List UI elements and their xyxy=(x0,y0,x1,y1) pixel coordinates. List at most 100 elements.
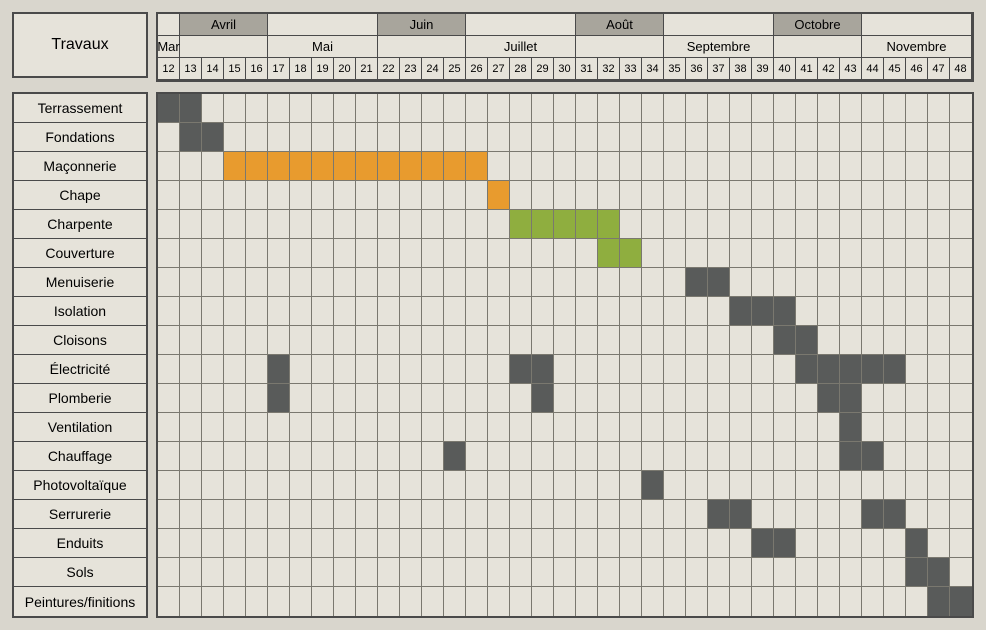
grid-cell xyxy=(708,181,730,210)
grid-cell xyxy=(444,442,466,471)
grid-cell xyxy=(422,442,444,471)
grid-cell xyxy=(334,500,356,529)
week-cell: 27 xyxy=(488,58,510,80)
grid-cell xyxy=(730,558,752,587)
grid-cell xyxy=(224,268,246,297)
grid-cell xyxy=(928,181,950,210)
grid-cell xyxy=(862,123,884,152)
grid-cell xyxy=(598,355,620,384)
grid-cell xyxy=(312,355,334,384)
grid-cell xyxy=(774,326,796,355)
grid-cell xyxy=(708,558,730,587)
grid-cell xyxy=(400,471,422,500)
grid-cell xyxy=(752,442,774,471)
grid-cell xyxy=(158,442,180,471)
grid-cell xyxy=(444,500,466,529)
grid-cell xyxy=(400,500,422,529)
grid-cell xyxy=(620,500,642,529)
grid-cell xyxy=(862,239,884,268)
grid-cell xyxy=(334,529,356,558)
grid-cell xyxy=(532,297,554,326)
grid-cell xyxy=(884,94,906,123)
month-cell xyxy=(378,36,466,58)
grid-cell xyxy=(312,181,334,210)
task-label: Serrurerie xyxy=(14,500,146,529)
grid-cell xyxy=(158,558,180,587)
grid-cell xyxy=(730,529,752,558)
grid-cell xyxy=(598,558,620,587)
grid-cell xyxy=(466,94,488,123)
grid-cell xyxy=(180,471,202,500)
grid-cell xyxy=(202,94,224,123)
grid-cell xyxy=(730,123,752,152)
grid-cell xyxy=(378,239,400,268)
grid-cell xyxy=(488,384,510,413)
grid-cell xyxy=(686,529,708,558)
grid-cell xyxy=(576,587,598,616)
grid-cell xyxy=(334,239,356,268)
grid-cell xyxy=(620,558,642,587)
grid-cell xyxy=(488,268,510,297)
grid-cell xyxy=(730,326,752,355)
grid-cell xyxy=(312,268,334,297)
grid-cell xyxy=(158,413,180,442)
grid-cell xyxy=(928,123,950,152)
grid-cell xyxy=(796,558,818,587)
grid-cell xyxy=(532,413,554,442)
grid-cell xyxy=(796,297,818,326)
week-cell: 30 xyxy=(554,58,576,80)
grid-cell xyxy=(554,413,576,442)
grid-cell xyxy=(488,326,510,355)
grid-cell xyxy=(796,210,818,239)
grid-cell xyxy=(554,210,576,239)
grid-cell xyxy=(752,239,774,268)
grid-cell xyxy=(334,123,356,152)
grid-cell xyxy=(884,558,906,587)
grid-cell xyxy=(862,94,884,123)
grid-cell xyxy=(576,268,598,297)
grid-cell xyxy=(268,123,290,152)
grid-cell xyxy=(466,181,488,210)
grid-cell xyxy=(752,181,774,210)
grid-cell xyxy=(862,268,884,297)
grid-cell xyxy=(466,239,488,268)
grid-cell xyxy=(158,326,180,355)
grid-cell xyxy=(598,239,620,268)
grid-cell xyxy=(708,297,730,326)
grid-cell xyxy=(840,94,862,123)
grid-cell xyxy=(884,239,906,268)
grid-cell xyxy=(708,355,730,384)
grid-cell xyxy=(730,471,752,500)
grid-cell xyxy=(422,94,444,123)
grid-cell xyxy=(224,442,246,471)
grid-cell xyxy=(158,268,180,297)
grid-cell xyxy=(642,355,664,384)
grid-cell xyxy=(466,326,488,355)
grid-cell xyxy=(378,94,400,123)
grid-cell xyxy=(268,413,290,442)
grid-cell xyxy=(334,442,356,471)
grid-cell xyxy=(884,471,906,500)
grid-cell xyxy=(752,413,774,442)
grid-cell xyxy=(752,587,774,616)
grid-cell xyxy=(950,442,972,471)
grid-cell xyxy=(532,326,554,355)
grid-cell xyxy=(290,384,312,413)
grid-cell xyxy=(906,529,928,558)
grid-cell xyxy=(576,123,598,152)
grid-cell xyxy=(378,210,400,239)
grid-cell xyxy=(554,239,576,268)
grid-cell xyxy=(774,413,796,442)
grid-cell xyxy=(378,268,400,297)
grid-cell xyxy=(268,239,290,268)
grid-cell xyxy=(510,471,532,500)
grid-cell xyxy=(686,94,708,123)
grid-cell xyxy=(180,442,202,471)
header-block: Travaux AvrilJuinAoûtOctobreMarMaiJuille… xyxy=(12,12,974,82)
grid-cell xyxy=(708,500,730,529)
grid-cell xyxy=(664,181,686,210)
grid-cell xyxy=(422,210,444,239)
task-label: Enduits xyxy=(14,529,146,558)
week-cell: 38 xyxy=(730,58,752,80)
grid-cell xyxy=(796,529,818,558)
